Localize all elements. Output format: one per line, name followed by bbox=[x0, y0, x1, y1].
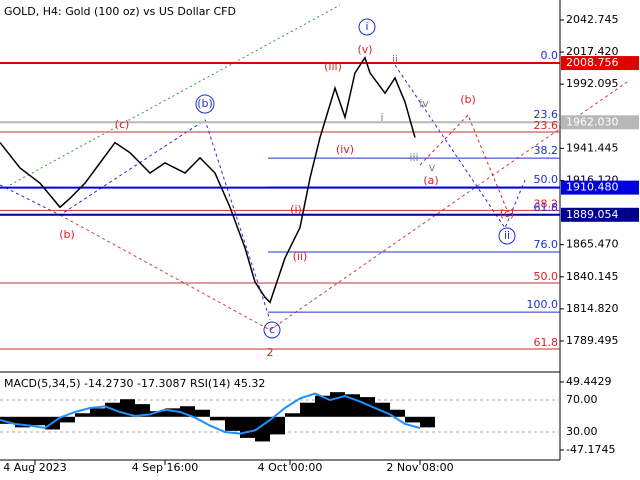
histogram-bar bbox=[405, 416, 420, 423]
wave-label: (c) bbox=[115, 118, 130, 131]
fib-label: 76.0 bbox=[534, 238, 559, 251]
wave-circle bbox=[498, 227, 516, 245]
x-tick-label: 4 Oct 00:00 bbox=[258, 461, 323, 474]
y-tick-label: 1941.445 bbox=[566, 141, 619, 154]
wave-circle bbox=[358, 18, 376, 36]
fib-label: 23.6 bbox=[534, 108, 559, 121]
y-tick-label: 1814.820 bbox=[566, 302, 619, 315]
price-tag bbox=[561, 56, 639, 71]
fib-label: 0.0 bbox=[541, 49, 559, 62]
fib-label: 50.0 bbox=[534, 173, 559, 186]
fib-label: 50.0 bbox=[534, 270, 559, 283]
histogram-bar bbox=[0, 416, 15, 424]
wave-circle bbox=[195, 94, 215, 114]
x-tick-label: 2 Nov 08:00 bbox=[386, 461, 453, 474]
wave-label: iii bbox=[409, 151, 418, 164]
y-tick-label: -47.1745 bbox=[566, 443, 615, 456]
wave-circle bbox=[263, 321, 281, 339]
wave-label: ii bbox=[392, 53, 398, 66]
fib-label: 38.2 bbox=[534, 144, 559, 157]
indicator-title: MACD(5,34,5) -14.2730 -17.3087 RSI(14) 4… bbox=[4, 377, 265, 390]
x-tick-label: 4 Aug 2023 bbox=[3, 461, 66, 474]
fib-label: 61.8 bbox=[534, 336, 559, 349]
wave-label: c bbox=[269, 323, 275, 336]
wave-label: (b) bbox=[197, 97, 213, 110]
indicator-line bbox=[0, 392, 421, 435]
wave-label: ii bbox=[504, 229, 510, 242]
histogram-bar bbox=[285, 413, 300, 417]
wave-label: (ii) bbox=[293, 250, 308, 263]
histogram-bar bbox=[75, 413, 90, 417]
histogram-bar bbox=[390, 409, 405, 417]
histogram-bar bbox=[150, 411, 165, 417]
y-tick-label: 1865.470 bbox=[566, 238, 619, 251]
price-tag bbox=[561, 207, 639, 222]
wave-label: (c) bbox=[500, 207, 515, 220]
y2-tick-label: 30.00 bbox=[566, 425, 598, 438]
fib-label: 23.6 bbox=[534, 119, 559, 132]
histogram-bar bbox=[90, 408, 105, 417]
y-tick-label: 49.4429 bbox=[566, 375, 612, 388]
y2-tick-label: 70.00 bbox=[566, 393, 598, 406]
price-tag bbox=[561, 115, 639, 130]
histogram-bar bbox=[270, 416, 285, 435]
y-tick-label: 2017.420 bbox=[566, 45, 619, 58]
wave-label: (b) bbox=[59, 228, 75, 241]
histogram-bar bbox=[360, 397, 375, 417]
price-tag-label: 1910.480 bbox=[566, 181, 619, 194]
wave-line bbox=[269, 79, 631, 331]
wave-label: (i) bbox=[290, 203, 302, 216]
y-tick-label: 1789.495 bbox=[566, 334, 619, 347]
wave-line bbox=[59, 214, 271, 331]
wave-label: i bbox=[365, 20, 368, 33]
histogram-bar bbox=[240, 416, 255, 438]
histogram-bar bbox=[195, 409, 210, 417]
histogram-bar bbox=[315, 395, 330, 417]
wave-label: (iii) bbox=[324, 60, 342, 73]
histogram-bar bbox=[180, 406, 195, 417]
wave-label: 2 bbox=[267, 346, 274, 359]
price-tag-label: 1889.054 bbox=[566, 208, 619, 221]
histogram-bar bbox=[225, 416, 240, 431]
histogram-bar bbox=[420, 416, 435, 428]
wave-label: (b) bbox=[460, 93, 476, 106]
fib-label: 38.2 bbox=[534, 197, 559, 210]
fib-label: 100.0 bbox=[527, 298, 559, 311]
histogram-bar bbox=[60, 416, 75, 423]
histogram-bar bbox=[135, 404, 150, 417]
y-tick-label: 1840.145 bbox=[566, 270, 619, 283]
wave-label: iv bbox=[419, 97, 429, 110]
histogram-bar bbox=[210, 416, 225, 421]
chart-title: GOLD, H4: Gold (100 oz) vs US Dollar CFD bbox=[4, 5, 236, 18]
histogram-bar bbox=[300, 402, 315, 417]
y-tick-label: 2042.745 bbox=[566, 13, 619, 26]
price-tag-label: 1962.030 bbox=[566, 115, 619, 128]
x-tick-label: 4 Sep 16:00 bbox=[132, 461, 198, 474]
wave-label: v bbox=[429, 161, 436, 174]
wave-label: i bbox=[380, 111, 383, 124]
histogram-bar bbox=[30, 416, 45, 426]
y-tick-label: 1992.095 bbox=[566, 77, 619, 90]
price-tag-label: 2008.756 bbox=[566, 56, 619, 69]
price-tag bbox=[561, 180, 639, 195]
price-line-series bbox=[0, 55, 416, 304]
histogram-bar bbox=[165, 408, 180, 417]
wave-label: (a) bbox=[423, 174, 438, 187]
wave-label: (iv) bbox=[336, 143, 354, 156]
wave-label: (v) bbox=[357, 43, 372, 56]
histogram-bar bbox=[15, 416, 30, 428]
fib-label: 61.8 bbox=[534, 201, 559, 214]
